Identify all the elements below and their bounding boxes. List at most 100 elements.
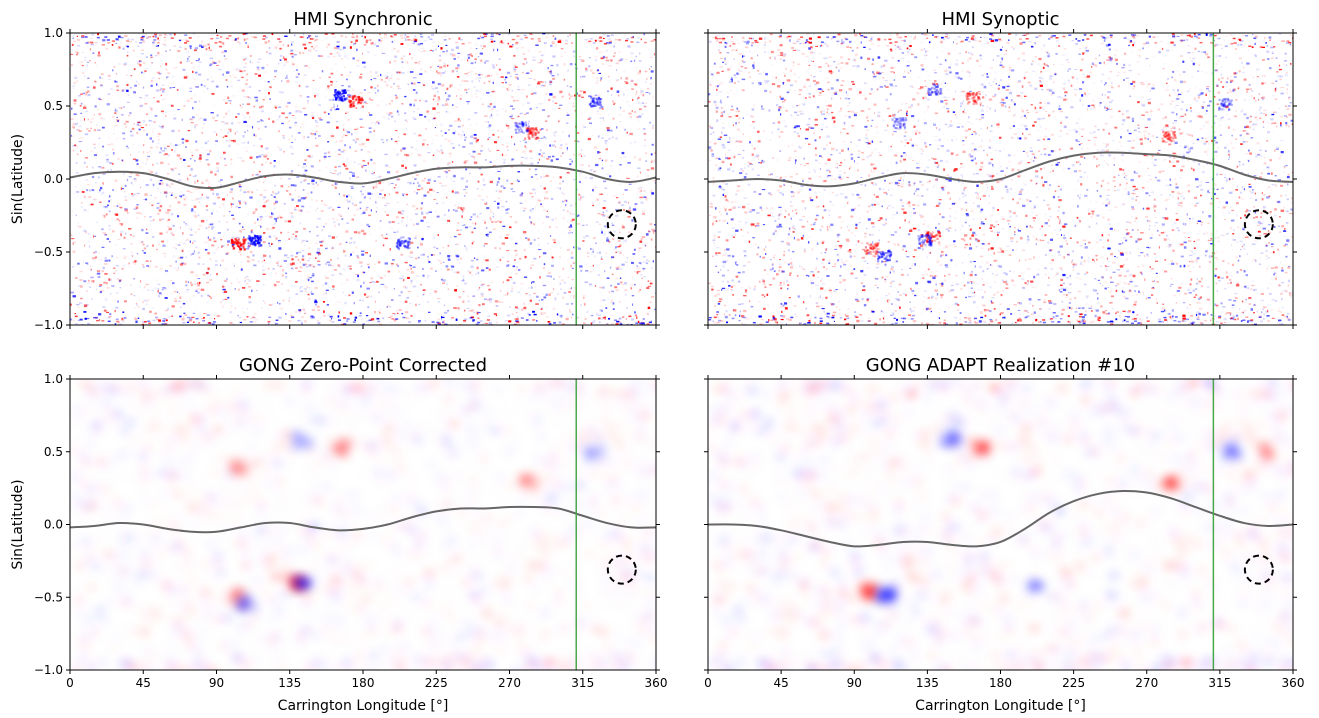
noise-pixel <box>348 40 349 42</box>
noise-pixel <box>225 122 229 125</box>
noise-pixel <box>140 186 142 188</box>
noise-pixel <box>253 190 255 192</box>
noise-pixel <box>139 63 142 67</box>
noise-pixel <box>189 298 191 301</box>
noise-pixel <box>467 318 471 320</box>
noise-pixel <box>398 99 400 101</box>
noise-pixel <box>262 241 266 244</box>
noise-pixel <box>162 98 164 101</box>
noise-pixel <box>145 184 149 186</box>
noise-pixel <box>336 126 339 129</box>
noise-pixel <box>593 56 598 59</box>
noise-pixel <box>393 47 396 50</box>
noise-pixel <box>440 149 443 152</box>
noise-pixel <box>278 91 282 94</box>
noise-pixel <box>364 36 367 39</box>
noise-pixel <box>311 280 314 283</box>
noise-pixel <box>173 290 177 293</box>
noise-pixel <box>127 221 129 223</box>
noise-pixel <box>87 41 91 44</box>
noise-pixel <box>171 193 174 195</box>
noise-pixel <box>382 244 385 247</box>
noise-pixel <box>108 278 112 281</box>
noise-pixel <box>253 264 257 267</box>
noise-pixel <box>616 79 620 81</box>
noise-pixel <box>140 59 143 62</box>
noise-pixel <box>420 158 421 159</box>
noise-pixel <box>474 137 477 140</box>
noise-pixel <box>90 236 92 239</box>
noise-pixel <box>397 87 402 90</box>
noise-pixel <box>122 311 125 313</box>
noise-pixel <box>315 93 320 95</box>
noise-pixel <box>323 226 325 228</box>
noise-pixel <box>96 64 99 66</box>
noise-pixel <box>496 149 500 152</box>
noise-pixel <box>248 279 252 282</box>
noise-pixel <box>461 177 465 180</box>
noise-pixel <box>73 87 75 89</box>
noise-pixel <box>395 184 397 186</box>
noise-pixel <box>496 202 500 205</box>
noise-pixel <box>558 255 562 259</box>
noise-pixel <box>542 109 546 111</box>
noise-pixel <box>185 223 187 225</box>
noise-pixel <box>281 122 284 125</box>
noise-pixel <box>581 96 584 98</box>
noise-pixel <box>506 279 510 282</box>
noise-pixel <box>83 117 84 119</box>
noise-pixel <box>515 122 517 124</box>
noise-pixel <box>132 72 133 74</box>
noise-pixel <box>521 88 525 91</box>
noise-pixel <box>361 302 363 303</box>
noise-pixel <box>205 272 209 274</box>
noise-pixel <box>542 152 546 155</box>
noise-pixel <box>224 57 228 61</box>
noise-pixel <box>295 80 298 84</box>
noise-pixel <box>530 222 533 225</box>
noise-pixel <box>461 210 464 213</box>
noise-pixel <box>599 299 603 302</box>
noise-pixel <box>612 302 615 305</box>
noise-pixel <box>490 74 493 77</box>
noise-pixel <box>581 60 585 62</box>
noise-pixel <box>513 70 516 73</box>
noise-pixel <box>228 110 230 113</box>
noise-pixel <box>540 203 542 206</box>
noise-pixel <box>537 230 539 232</box>
noise-pixel <box>227 243 229 246</box>
noise-pixel <box>297 251 302 253</box>
noise-pixel <box>463 134 465 136</box>
noise-pixel <box>183 145 184 147</box>
noise-pixel <box>447 254 451 258</box>
noise-pixel <box>247 278 249 281</box>
noise-pixel <box>332 55 336 58</box>
noise-pixel <box>181 318 185 321</box>
noise-pixel <box>347 265 350 268</box>
noise-pixel <box>201 40 203 43</box>
noise-pixel <box>91 323 93 325</box>
noise-pixel <box>407 276 410 279</box>
noise-pixel <box>134 318 137 321</box>
noise-pixel <box>526 270 529 271</box>
noise-pixel <box>194 215 198 218</box>
noise-pixel <box>565 122 569 124</box>
noise-pixel <box>121 89 124 92</box>
noise-pixel <box>193 100 197 103</box>
noise-pixel <box>177 109 180 111</box>
noise-pixel <box>268 267 270 270</box>
noise-pixel <box>452 132 456 135</box>
noise-pixel <box>440 47 443 50</box>
noise-pixel <box>315 251 317 253</box>
noise-pixel <box>344 66 346 69</box>
noise-pixel <box>262 231 266 234</box>
noise-pixel <box>150 264 152 267</box>
noise-pixel <box>541 84 545 87</box>
noise-pixel <box>517 98 519 99</box>
noise-pixel <box>157 51 160 54</box>
noise-pixel <box>507 292 509 295</box>
noise-pixel <box>115 306 119 309</box>
noise-pixel <box>91 189 95 192</box>
noise-pixel <box>369 277 374 280</box>
noise-pixel <box>159 310 160 312</box>
